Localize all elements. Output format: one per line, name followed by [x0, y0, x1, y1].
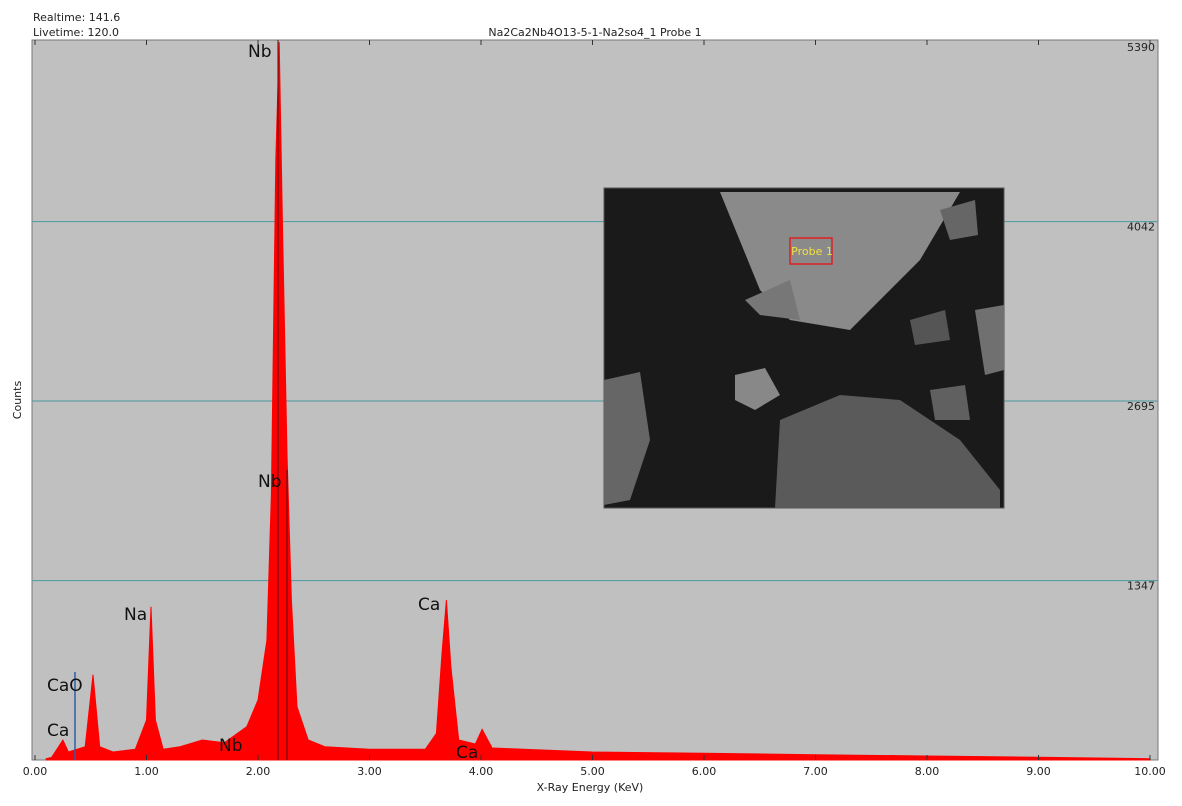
- y-tick-label: 1347: [1127, 580, 1155, 593]
- y-tick-label: 2695: [1127, 400, 1155, 413]
- x-tick-label: 2.00: [246, 765, 271, 778]
- peak-label: Na: [124, 605, 147, 625]
- peak-label: Nb: [219, 736, 243, 756]
- x-tick-label: 3.00: [357, 765, 382, 778]
- y-axis-label: Counts: [11, 381, 24, 420]
- x-tick-label: 9.00: [1026, 765, 1051, 778]
- page: {"chart_data": { "type": "area", "title"…: [0, 0, 1182, 806]
- realtime: Realtime: 141.6: [33, 11, 120, 24]
- peak-label: Nb: [248, 42, 272, 62]
- inset-label: Probe 1: [791, 245, 833, 258]
- livetime: Livetime: 120.0: [33, 26, 119, 39]
- x-tick-label: 1.00: [134, 765, 159, 778]
- chart: Realtime: 141.6 Livetime: 120.0 Na2Ca2Nb…: [0, 0, 1182, 802]
- x-tick-label: 10.00: [1134, 765, 1166, 778]
- x-tick-label: 8.00: [915, 765, 940, 778]
- x-tick-label: 4.00: [469, 765, 494, 778]
- chart-title: Na2Ca2Nb4O13-5-1-Na2so4_1 Probe 1: [488, 26, 701, 39]
- x-tick-label: 5.00: [580, 765, 605, 778]
- y-tick-label: 4042: [1127, 221, 1155, 234]
- x-tick-label: 7.00: [803, 765, 828, 778]
- peak-label: CaO: [47, 676, 83, 696]
- peak-label: Ca: [47, 721, 69, 741]
- x-tick-label: 6.00: [692, 765, 717, 778]
- x-tick-label: 0.00: [23, 765, 48, 778]
- y-tick-label: 5390: [1127, 41, 1155, 54]
- x-axis-label: X-Ray Energy (KeV): [537, 781, 644, 794]
- peak-label: Nb: [258, 472, 282, 492]
- peak-label: Ca: [456, 743, 478, 763]
- inset-image: Probe 1: [604, 188, 1004, 508]
- peak-label: Ca: [418, 595, 440, 615]
